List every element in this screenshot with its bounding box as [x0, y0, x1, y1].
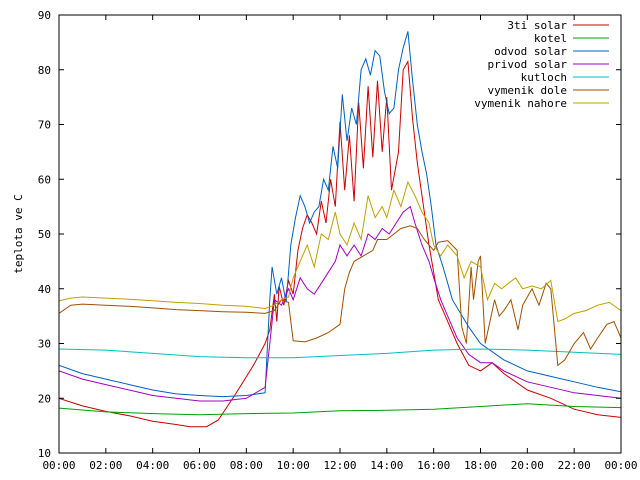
y-tick-label: 70 [38, 119, 51, 132]
y-tick-label: 60 [38, 173, 51, 186]
x-tick-label: 02:00 [89, 459, 122, 472]
legend-label: vymenik nahore [474, 97, 567, 110]
y-tick-label: 30 [38, 338, 51, 351]
series-line-5 [59, 348, 621, 359]
series-line-3 [59, 31, 621, 398]
x-tick-label: 00:00 [42, 459, 75, 472]
x-tick-label: 22:00 [558, 459, 591, 472]
y-axis-title: teplota ve C [12, 194, 25, 273]
x-tick-label: 12:00 [323, 459, 356, 472]
y-tick-label: 80 [38, 64, 51, 77]
series-line-4 [59, 205, 621, 402]
x-tick-label: 16:00 [417, 459, 450, 472]
legend-label: odvod solar [494, 45, 567, 58]
x-tick-label: 20:00 [511, 459, 544, 472]
y-tick-label: 90 [38, 9, 51, 22]
series-line-2 [59, 403, 621, 416]
x-axis-ticks: 00:00 02:00 04:00 06:00 08:00 10:00 12:00 14:00… [42, 15, 638, 472]
x-tick-label: 18:00 [464, 459, 497, 472]
series-line-7 [59, 180, 621, 323]
legend-label: kutloch [521, 71, 567, 84]
y-tick-label: 40 [38, 283, 51, 296]
series-layer [59, 31, 621, 428]
y-axis-ticks: 10 20 30 40 50 60 70 80 90 [38, 9, 621, 460]
series-line-1 [59, 59, 621, 428]
legend-label: privod solar [488, 58, 568, 71]
legend-label: 3ti solar [507, 19, 567, 32]
y-tick-label: 10 [38, 447, 51, 460]
y-tick-label: 50 [38, 228, 51, 241]
legend-label: kotel [534, 32, 567, 45]
x-tick-label: 04:00 [136, 459, 169, 472]
x-tick-label: 10:00 [277, 459, 310, 472]
x-tick-label: 06:00 [183, 459, 216, 472]
legend-label: vymenik dole [488, 84, 567, 97]
x-tick-label: 14:00 [370, 459, 403, 472]
x-tick-label: 00:00 [604, 459, 637, 472]
series-line-6 [59, 225, 621, 367]
y-tick-label: 20 [38, 392, 51, 405]
x-tick-label: 08:00 [230, 459, 263, 472]
